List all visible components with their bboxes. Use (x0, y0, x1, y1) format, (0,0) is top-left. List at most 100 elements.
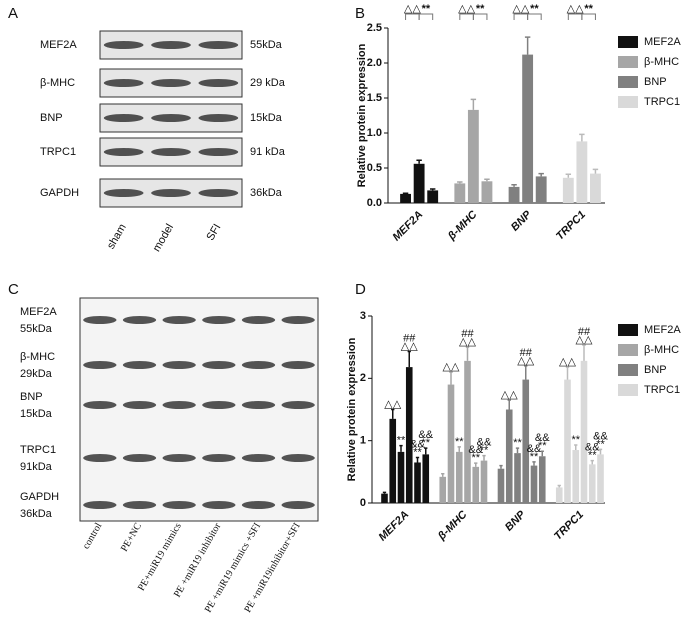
band (151, 189, 191, 197)
x-tick-label: BNP (509, 208, 534, 233)
bar (455, 451, 463, 503)
band (162, 401, 196, 409)
bracket (418, 13, 434, 20)
band (103, 41, 144, 49)
legend-label: TRPC1 (644, 96, 680, 108)
legend-swatch (618, 36, 638, 48)
band (198, 79, 239, 87)
band (122, 401, 157, 409)
x-tick-label: MEF2A (390, 209, 425, 244)
bar (572, 450, 580, 503)
significance-mark: △△ (443, 361, 460, 373)
significance-mark: ** (513, 437, 522, 449)
band (151, 114, 191, 122)
y-axis-label: Relative protein expression (346, 337, 358, 481)
band (162, 454, 196, 462)
bar (564, 379, 571, 503)
bar (530, 465, 538, 503)
bar (535, 176, 547, 203)
band (151, 41, 191, 49)
bar (454, 183, 466, 203)
panel-label: B (355, 5, 365, 22)
y-axis-label: Relative protein expression (356, 43, 368, 187)
band (202, 401, 236, 409)
bar (414, 462, 421, 503)
x-tick-label: BNP (503, 508, 528, 533)
significance-mark: && (527, 443, 542, 455)
bar (472, 466, 480, 503)
band (202, 501, 236, 509)
band (83, 316, 117, 324)
significance-mark: △△ (559, 356, 576, 368)
bar (405, 367, 413, 503)
band (151, 79, 191, 87)
error-bar (484, 178, 490, 182)
band (202, 454, 236, 462)
bar (467, 109, 479, 203)
significance-mark: △△ (401, 340, 418, 352)
significance-mark: && (585, 442, 600, 454)
error-bar (407, 350, 411, 368)
bar (497, 468, 505, 503)
band (122, 501, 157, 509)
blot-frame (79, 297, 319, 522)
protein-size: 15kDa (250, 112, 283, 124)
significance-mark: ** (588, 450, 597, 462)
error-bar (592, 168, 599, 174)
error-bar (565, 173, 572, 178)
protein-name: BNP (20, 391, 43, 403)
bar (427, 190, 439, 203)
bar (413, 163, 425, 203)
lane-label: control (81, 521, 105, 551)
lane-label: SFI (204, 222, 223, 243)
band (162, 361, 196, 369)
legend-swatch (618, 344, 638, 356)
error-bar (416, 159, 422, 164)
legend-swatch (618, 324, 638, 336)
protein-size: 91 kDa (250, 146, 286, 158)
error-bar (449, 371, 453, 385)
error-bar (574, 444, 578, 451)
significance-mark: && (418, 429, 433, 441)
protein-name: GAPDH (20, 491, 59, 503)
error-bar (391, 408, 395, 419)
lane-label: PE+NC (119, 521, 144, 554)
y-tick-label: 2.0 (367, 57, 382, 69)
error-bar (565, 366, 570, 380)
error-bar (470, 98, 477, 110)
bar (555, 487, 563, 503)
bar (580, 360, 588, 503)
lane-label: sham (105, 222, 129, 251)
band (83, 401, 117, 409)
error-bar (457, 446, 461, 452)
bar (505, 409, 513, 503)
band (281, 501, 315, 509)
band (198, 41, 239, 49)
protein-name: TRPC1 (40, 146, 76, 158)
bar (522, 379, 530, 503)
legend-label: MEF2A (644, 36, 681, 48)
band (122, 454, 157, 462)
band (103, 114, 144, 122)
band (202, 316, 236, 324)
panel-label: A (8, 5, 18, 22)
significance-mark: ** (480, 445, 489, 457)
significance-mark: ## (520, 347, 533, 359)
band (241, 361, 276, 369)
error-bar (399, 444, 403, 452)
error-bar (499, 464, 503, 469)
band (122, 316, 157, 324)
y-tick-label: 1.0 (367, 127, 382, 139)
band (83, 454, 117, 462)
bar (562, 177, 574, 203)
significance-mark: ## (578, 326, 591, 338)
significance-mark: && (477, 437, 492, 449)
significance-mark: ** (530, 3, 539, 15)
band (281, 361, 315, 369)
lane-label: model (151, 222, 176, 254)
error-bar (515, 447, 520, 454)
protein-name: MEF2A (20, 306, 57, 318)
error-bar (507, 399, 511, 410)
protein-size: 36kDa (20, 508, 53, 520)
significance-mark: ** (476, 3, 485, 15)
